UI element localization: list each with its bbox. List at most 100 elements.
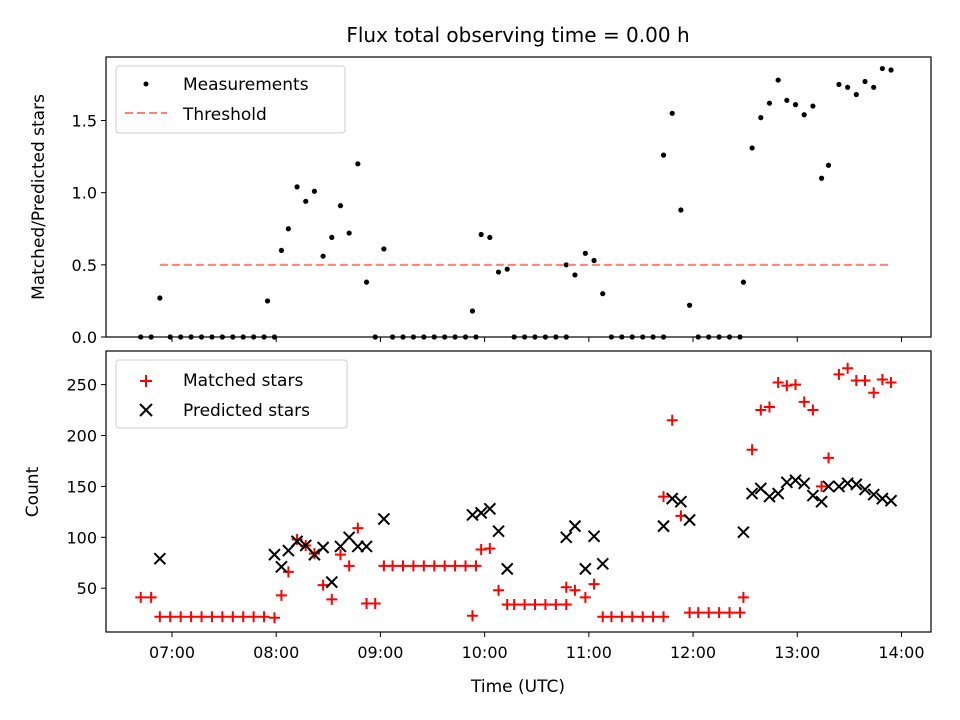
matched-star-point [291,533,303,545]
legend-measurements-label: Measurements [183,75,309,95]
matched-star-point [175,611,187,623]
predicted-star-point [501,562,514,576]
bottom-ytick-label: 50 [77,579,97,598]
matched-star-point [326,593,338,605]
measurement-point [572,272,578,278]
measurement-point [862,78,868,85]
matched-star-point [237,611,249,623]
measurement-point [758,115,764,121]
matched-star-point [569,584,581,596]
matched-star-point [460,560,472,572]
measurement-point [563,262,569,268]
predicted-star-point [560,531,573,544]
matched-star-point [876,374,888,386]
measurement-point [320,253,326,259]
measurement-point [381,246,387,252]
predicted-star-point [737,526,750,539]
matched-star-point [763,401,775,413]
x-tick-label: 08:00 [253,643,299,662]
matched-star-point [145,591,157,603]
matched-star-point [560,581,572,593]
predicted-star-point [798,477,811,490]
bottom-axis-ticks: 50 100 150 200 250 07:00 08:00 09:00 10:00 11:00 1… [66,376,924,662]
measurement-point [157,295,163,301]
matched-star-point [616,611,628,623]
matched-star-point [317,579,329,591]
matched-star-point [842,362,854,374]
predicted-star-point [474,506,488,520]
measurement-point [879,65,885,72]
top-ylabel: Matched/Predicted stars [29,94,49,300]
matched-star-point [798,396,810,408]
predicted-star-point [666,492,679,505]
top-axis-ticks: 0.0 0.5 1.0 1.5 [72,112,902,347]
matched-star-point [470,560,482,572]
matched-star-point [885,377,897,389]
predicted-star-point [483,502,497,516]
bottom-ytick-label: 100 [66,528,97,547]
matched-star-point [343,560,355,572]
legend-predicted-marker [139,403,153,417]
measurement-point [495,269,502,275]
predicted-star-point [822,480,835,493]
measurement-point [825,162,832,168]
matched-star-point [369,597,381,609]
matched-star-point [418,560,430,572]
measurement-point [784,97,790,103]
predicted-star-point [275,560,288,574]
measurement-point [487,234,493,241]
x-tick-label: 14:00 [878,643,924,662]
measurement-point [801,112,807,118]
predicted-star-point [763,490,776,503]
matched-star-point [206,611,218,623]
matched-star-point [519,599,531,611]
predicted-star-point [492,524,505,538]
predicted-star-point [268,548,281,561]
bottom-legend: Matched stars Predicted stars [115,359,348,429]
x-tick-label: 13:00 [774,643,820,662]
matched-star-point [428,560,440,572]
predicted-star-point [815,495,828,508]
predicted-star-point [377,512,391,526]
predicted-star-point [360,540,373,553]
top-plot-marks [138,65,894,340]
measurement-point [853,91,859,98]
top-ytick-label: 1.0 [72,184,97,203]
matched-star-point [248,611,260,623]
predicted-star-point [290,535,304,548]
predicted-star-point [153,552,167,565]
top-ytick-label: 0.5 [72,256,97,275]
measurement-point [278,247,285,254]
matched-star-point [781,380,793,392]
matched-star-point [493,584,505,596]
matched-star-point [282,566,294,578]
x-tick-label: 07:00 [149,643,195,662]
legend-threshold-label: Threshold [182,105,267,125]
top-axes-frame [105,56,932,338]
matched-star-point [833,368,845,380]
bottom-panel: 50 100 150 200 250 07:00 08:00 09:00 10:00 11:00 1… [23,350,932,697]
measurement-point [818,175,825,181]
matched-star-point [790,379,802,391]
matched-star-point [737,591,749,603]
measurement-point [337,203,344,209]
predicted-star-point [587,530,601,543]
matched-star-point [439,560,451,572]
measurement-point [504,266,510,272]
matched-star-point [692,607,704,619]
matched-star-point [539,599,551,611]
measurement-point [582,250,588,256]
measurement-point [792,102,799,108]
measurement-point [355,161,361,167]
measurement-point [600,291,606,297]
measurement-point [775,77,781,83]
matched-star-point [755,404,767,416]
matched-star-point [268,612,280,624]
predicted-star-point [683,513,696,527]
matched-star-point [868,387,880,399]
matched-star-point [258,611,270,623]
bottom-ytick-label: 200 [66,427,97,446]
matched-star-point [529,599,541,611]
top-ytick-label: 0.0 [72,328,97,347]
matched-star-point [734,607,746,619]
